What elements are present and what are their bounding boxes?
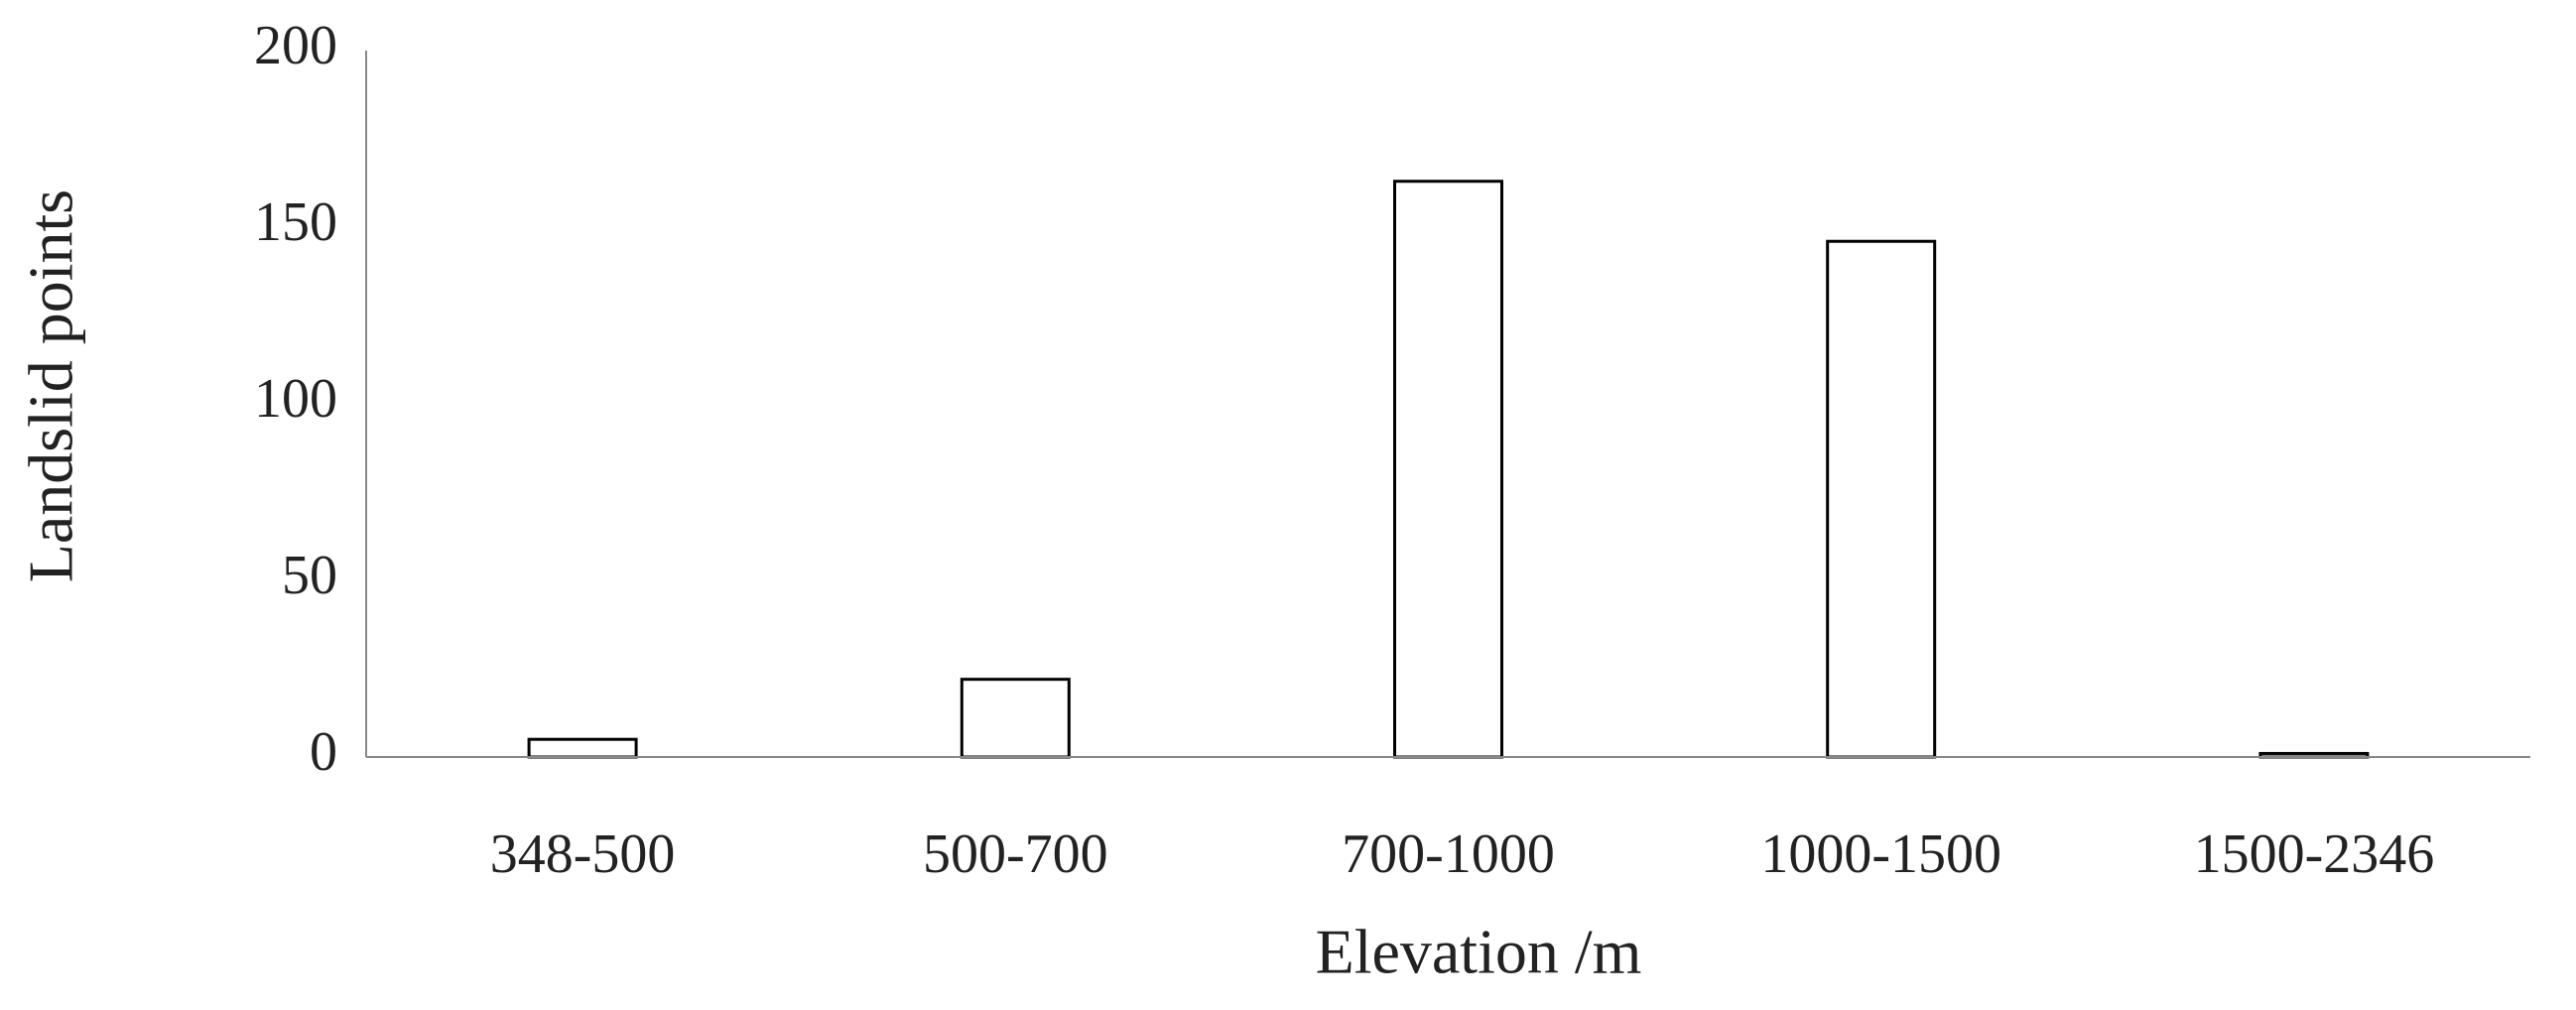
x-tick-label: 700-1000 bbox=[1342, 823, 1555, 885]
x-tick-label: 1500-2346 bbox=[2194, 823, 2435, 885]
y-tick-label: 50 bbox=[282, 545, 337, 606]
x-tick-label: 348-500 bbox=[490, 823, 676, 885]
bar bbox=[1826, 239, 1937, 759]
x-tick-label: 500-700 bbox=[923, 823, 1108, 885]
bar bbox=[527, 737, 638, 759]
x-tick-label: 1000-1500 bbox=[1760, 823, 2001, 885]
bar bbox=[1393, 180, 1503, 759]
y-axis-title: Landslid points bbox=[16, 189, 86, 582]
bar bbox=[960, 678, 1071, 759]
y-tick-label: 0 bbox=[310, 721, 337, 783]
x-axis-title: Elevation /m bbox=[1316, 917, 1642, 987]
y-tick-label: 100 bbox=[254, 368, 337, 430]
y-tick-label: 200 bbox=[254, 15, 337, 76]
y-tick-label: 150 bbox=[254, 191, 337, 253]
